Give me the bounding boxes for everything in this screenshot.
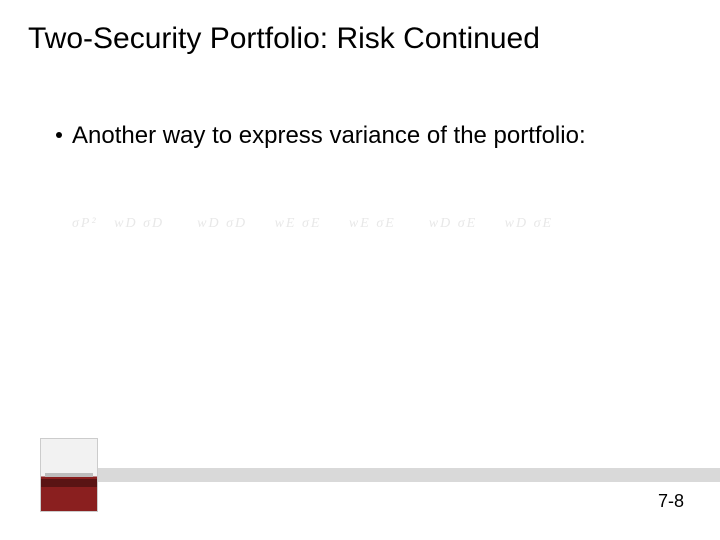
book-spine-stripe: [41, 479, 97, 487]
page-number: 7-8: [658, 491, 684, 512]
footer-divider-bar: [40, 468, 720, 482]
bullet-dot-icon: [56, 132, 62, 138]
slide-title: Two-Security Portfolio: Risk Continued: [28, 22, 700, 56]
bullet-item: Another way to express variance of the p…: [56, 120, 680, 151]
bullet-text: Another way to express variance of the p…: [72, 120, 586, 151]
book-title-stripe: [45, 473, 93, 477]
variance-formula-faint: σP² wD σD wD σD wE σE wE σE wD σE wD σE: [72, 216, 553, 232]
slide-container: Two-Security Portfolio: Risk Continued A…: [0, 0, 720, 540]
textbook-thumbnail: [40, 438, 98, 512]
